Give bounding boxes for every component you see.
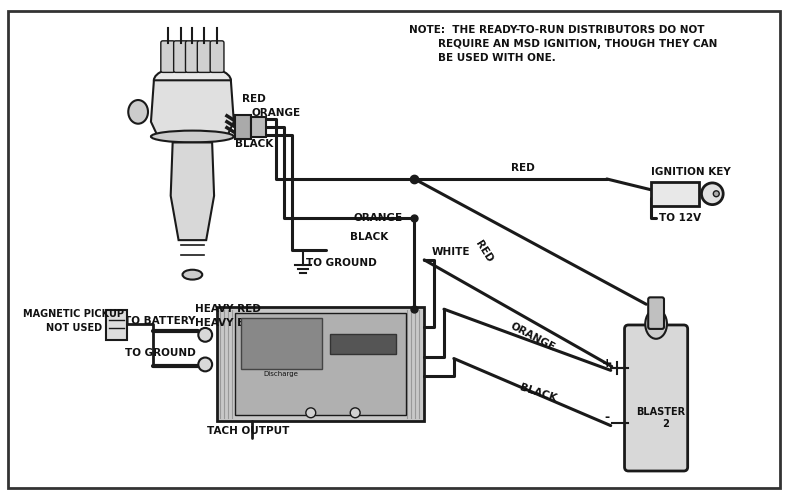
- Ellipse shape: [198, 328, 212, 342]
- Text: REQUIRE AN MSD IGNITION, THOUGH THEY CAN: REQUIRE AN MSD IGNITION, THOUGH THEY CAN: [409, 39, 718, 49]
- Text: BLACK: BLACK: [235, 139, 273, 149]
- Text: TO GROUND: TO GROUND: [306, 258, 376, 268]
- Text: BLASTER
   2: BLASTER 2: [637, 407, 686, 429]
- FancyBboxPatch shape: [251, 117, 266, 137]
- FancyBboxPatch shape: [235, 115, 251, 139]
- Text: MAGNETIC PICKUP: MAGNETIC PICKUP: [23, 309, 125, 319]
- Text: IGNITION: IGNITION: [264, 342, 299, 351]
- Text: BLACK: BLACK: [350, 232, 388, 242]
- Text: MSD: MSD: [262, 327, 300, 342]
- Ellipse shape: [182, 270, 202, 279]
- Text: TO BATTERY: TO BATTERY: [124, 316, 195, 326]
- FancyBboxPatch shape: [625, 325, 688, 471]
- Text: Discharge: Discharge: [264, 371, 299, 377]
- FancyBboxPatch shape: [185, 41, 199, 72]
- Text: TO 12V: TO 12V: [659, 214, 702, 224]
- FancyBboxPatch shape: [8, 11, 781, 488]
- Text: HEAVY BLACK: HEAVY BLACK: [195, 318, 276, 328]
- Text: NOT USED: NOT USED: [46, 323, 102, 333]
- Text: RED: RED: [511, 163, 535, 173]
- Text: IGNITION KEY: IGNITION KEY: [650, 167, 730, 177]
- FancyBboxPatch shape: [217, 307, 424, 421]
- Ellipse shape: [129, 100, 148, 124]
- Text: ORANGE: ORANGE: [353, 214, 403, 224]
- FancyBboxPatch shape: [240, 318, 322, 369]
- FancyBboxPatch shape: [105, 310, 127, 340]
- Ellipse shape: [702, 183, 723, 205]
- FancyBboxPatch shape: [329, 334, 396, 354]
- Text: Spark: Spark: [271, 363, 291, 369]
- Text: -: -: [604, 411, 610, 424]
- FancyBboxPatch shape: [648, 297, 664, 329]
- Ellipse shape: [154, 65, 231, 95]
- FancyBboxPatch shape: [161, 41, 175, 72]
- Polygon shape: [151, 80, 234, 137]
- Ellipse shape: [306, 408, 316, 418]
- Ellipse shape: [646, 309, 667, 339]
- Text: WHITE: WHITE: [432, 247, 471, 257]
- Ellipse shape: [714, 191, 719, 197]
- Text: ORANGE: ORANGE: [509, 321, 557, 353]
- Polygon shape: [171, 142, 214, 240]
- Text: +: +: [602, 357, 612, 370]
- Text: RED: RED: [242, 94, 265, 104]
- Text: TO GROUND: TO GROUND: [125, 348, 195, 358]
- Text: BLACK: BLACK: [518, 382, 558, 404]
- Ellipse shape: [198, 358, 212, 371]
- Text: TACH OUTPUT: TACH OUTPUT: [207, 426, 289, 436]
- FancyBboxPatch shape: [235, 313, 407, 415]
- FancyBboxPatch shape: [210, 41, 224, 72]
- Text: NOTE:  THE READY-TO-RUN DISTRIBUTORS DO NOT: NOTE: THE READY-TO-RUN DISTRIBUTORS DO N…: [409, 25, 705, 35]
- Text: +: +: [200, 328, 210, 341]
- Text: RED: RED: [473, 239, 494, 264]
- FancyBboxPatch shape: [651, 182, 698, 206]
- FancyBboxPatch shape: [173, 41, 188, 72]
- FancyBboxPatch shape: [197, 41, 211, 72]
- Ellipse shape: [151, 131, 234, 142]
- Text: Multiple: Multiple: [267, 355, 295, 361]
- Text: HEAVY RED: HEAVY RED: [195, 304, 261, 314]
- Text: ORANGE: ORANGE: [252, 108, 300, 118]
- Text: BE USED WITH ONE.: BE USED WITH ONE.: [409, 53, 556, 63]
- Ellipse shape: [350, 408, 360, 418]
